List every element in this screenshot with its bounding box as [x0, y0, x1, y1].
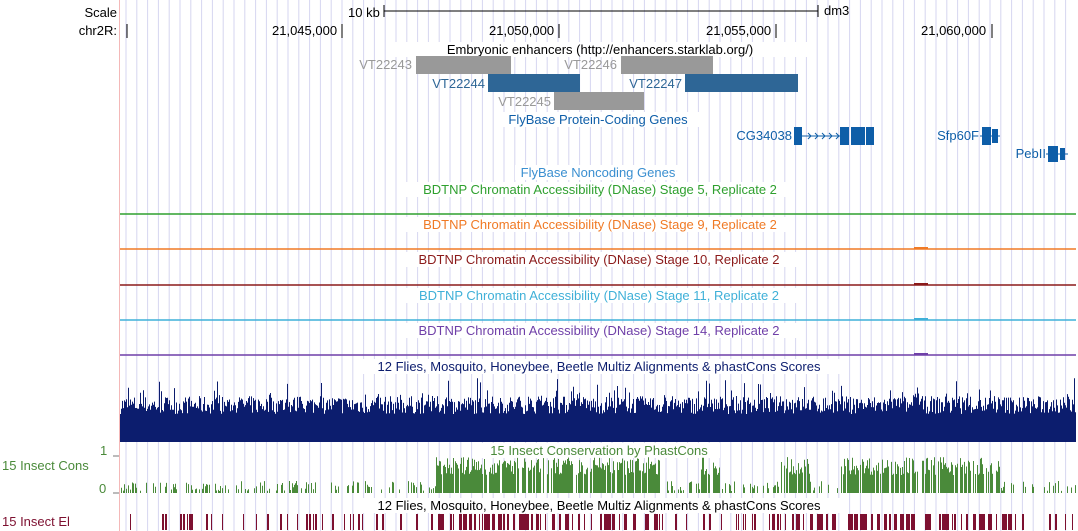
phastcons-wiggle	[121, 457, 1076, 493]
multiz-track-title[interactable]: 12 Flies, Mosquito, Honeybee, Beetle Mul…	[377, 359, 821, 374]
strand-arrow	[814, 132, 819, 140]
strand-arrow	[835, 132, 840, 140]
gene-exon	[982, 127, 991, 145]
dnase-peak	[914, 247, 928, 249]
title-backdrop	[400, 288, 800, 303]
title-backdrop	[500, 112, 700, 127]
title-backdrop	[360, 498, 840, 513]
gene-exon	[840, 127, 849, 145]
scale-label: Scale	[84, 5, 117, 20]
phastcons-ymax-label: 1	[100, 443, 108, 458]
gene-exon	[992, 129, 998, 143]
title-backdrop	[480, 443, 720, 458]
enhancers-track-title[interactable]: Embryonic enhancers (http://enhancers.st…	[446, 42, 754, 57]
genes-track-title[interactable]: FlyBase Protein-Coding Genes	[508, 112, 688, 127]
dnase-track-title[interactable]: BDTNP Chromatin Accessibility (DNase) St…	[418, 323, 780, 338]
noncoding-track-title[interactable]: FlyBase Noncoding Genes	[520, 165, 676, 180]
title-backdrop	[405, 182, 795, 197]
enhancer-label[interactable]: VT22245	[498, 94, 551, 109]
gene-exon	[851, 127, 865, 145]
enhancer-label[interactable]: VT22246	[564, 57, 617, 72]
gene-exon	[1060, 148, 1065, 160]
position-label: 21,060,000	[921, 23, 987, 38]
dnase-peak	[914, 353, 928, 355]
scale-bar-text: 10 kb	[348, 5, 380, 20]
strand-arrow	[828, 132, 833, 140]
strand-arrow	[807, 132, 812, 140]
enhancer-label[interactable]: VT22244	[432, 76, 485, 91]
dnase-track-title[interactable]: BDTNP Chromatin Accessibility (DNase) St…	[423, 182, 777, 197]
phastcons-ymin-label: 0	[99, 481, 107, 496]
enhancer-feature[interactable]	[488, 74, 580, 92]
multiz-histogram	[120, 378, 1076, 442]
conserved-elements	[130, 514, 1073, 530]
position-label: 21,050,000	[489, 23, 555, 38]
strand-arrow	[821, 132, 826, 140]
title-backdrop	[400, 252, 800, 267]
gene-exon	[1048, 146, 1058, 162]
assembly-label: dm3	[824, 3, 850, 18]
phastcons-side-label[interactable]: 15 Insect Cons	[2, 458, 89, 473]
chromosome-label: chr2R:	[78, 23, 117, 38]
elements-track-title[interactable]: 12 Flies, Mosquito, Honeybee, Beetle Mul…	[377, 498, 821, 513]
gene-exon	[866, 127, 874, 145]
enhancer-label[interactable]: VT22243	[359, 57, 412, 72]
dnase-peak	[914, 283, 928, 285]
title-backdrop	[360, 359, 840, 374]
title-backdrop	[391, 42, 809, 57]
enhancer-label[interactable]: VT22247	[629, 76, 682, 91]
dnase-peak	[914, 318, 928, 320]
title-backdrop	[515, 165, 685, 180]
enhancer-feature[interactable]	[621, 56, 713, 74]
gene-label[interactable]: CG34038	[736, 128, 792, 143]
enhancer-feature[interactable]	[416, 56, 511, 74]
gene-label[interactable]: PebII	[1015, 146, 1046, 161]
title-backdrop	[400, 323, 800, 338]
enhancer-feature[interactable]	[685, 74, 798, 92]
phastcons-track-title[interactable]: 15 Insect Conservation by PhastCons	[490, 443, 708, 458]
dnase-track-title[interactable]: BDTNP Chromatin Accessibility (DNase) St…	[418, 288, 780, 303]
elements-side-label[interactable]: 15 Insect El	[2, 514, 70, 529]
dnase-track-title[interactable]: BDTNP Chromatin Accessibility (DNase) St…	[418, 252, 780, 267]
title-backdrop	[405, 217, 795, 232]
dnase-track-title[interactable]: BDTNP Chromatin Accessibility (DNase) St…	[423, 217, 777, 232]
gene-exon	[794, 127, 802, 145]
position-label: 21,055,000	[706, 23, 772, 38]
enhancer-feature[interactable]	[554, 92, 644, 110]
gene-label[interactable]: Sfp60F	[937, 128, 979, 143]
position-label: 21,045,000	[272, 23, 338, 38]
